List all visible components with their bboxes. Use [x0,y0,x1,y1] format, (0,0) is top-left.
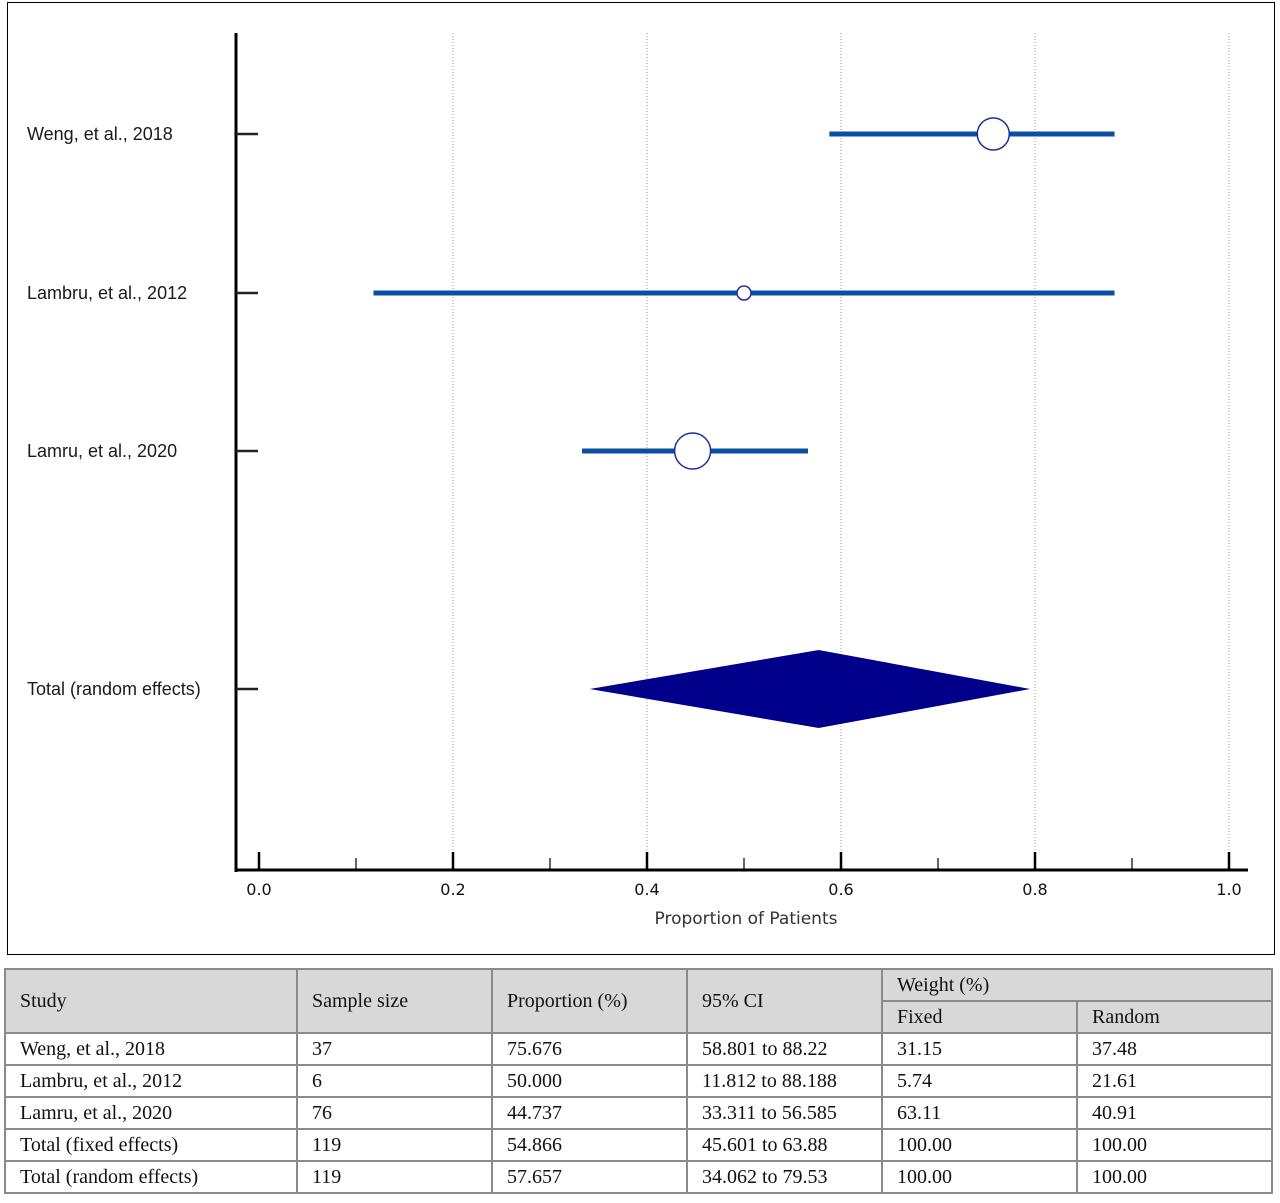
summary-row: Total (random effects) [27,650,1031,728]
cell-sample-size: 37 [296,1032,493,1066]
cell-sample-size: 119 [296,1160,493,1194]
header-weight: Weight (%) [881,968,1273,1002]
x-tick-label: 0.4 [634,880,659,899]
cell-weight-fixed: 63.11 [881,1096,1078,1130]
study-label: Lambru, et al., 2012 [27,283,187,303]
x-tick-label: 1.0 [1216,880,1241,899]
cell-study: Weng, et al., 2018 [4,1032,298,1066]
cell-weight-random: 21.61 [1076,1064,1273,1098]
table-row: Total (fixed effects) 119 54.866 45.601 … [4,1128,1273,1162]
cell-proportion: 54.866 [491,1128,688,1162]
cell-weight-random: 37.48 [1076,1032,1273,1066]
cell-weight-fixed: 100.00 [881,1128,1078,1162]
summary-label: Total (random effects) [27,679,201,699]
forest-plot: 0.0 0.2 0.4 0.6 0.8 1.0 Weng, et al., 2018 Lam… [27,33,1248,929]
x-axis-title: Proportion of Patients [655,909,838,929]
x-tick-label: 0.0 [246,880,271,899]
cell-weight-fixed: 5.74 [881,1064,1078,1098]
point-estimate-marker [736,285,752,301]
cell-study: Lamru, et al., 2020 [4,1096,298,1130]
cell-sample-size: 76 [296,1096,493,1130]
study-label: Lamru, et al., 2020 [27,441,177,461]
summary-diamond [589,650,1031,728]
header-ci: 95% CI [686,968,883,1034]
study-label: Weng, et al., 2018 [27,124,173,144]
point-estimate-marker [976,117,1011,151]
cell-weight-fixed: 100.00 [881,1160,1078,1194]
cell-sample-size: 6 [296,1064,493,1098]
header-weight-fixed: Fixed [881,1000,1078,1034]
cell-ci: 33.311 to 56.585 [686,1096,883,1130]
table-header-row: Study Sample size Proportion (%) 95% CI … [4,968,1273,1034]
summary-table: Study Sample size Proportion (%) 95% CI … [4,968,1273,1194]
table-row: Lambru, et al., 2012 6 50.000 11.812 to … [4,1064,1273,1098]
table-row: Weng, et al., 2018 37 75.676 58.801 to 8… [4,1032,1273,1066]
cell-weight-fixed: 31.15 [881,1032,1078,1066]
cell-sample-size: 119 [296,1128,493,1162]
cell-ci: 58.801 to 88.22 [686,1032,883,1066]
cell-ci: 34.062 to 79.53 [686,1160,883,1194]
table-row: Total (random effects) 119 57.657 34.062… [4,1160,1273,1194]
cell-study: Total (fixed effects) [4,1128,298,1162]
x-tick-label: 0.6 [828,880,853,899]
cell-proportion: 44.737 [491,1096,688,1130]
cell-study: Total (random effects) [4,1160,298,1194]
gridlines [452,33,1230,868]
point-estimate-marker [673,432,712,470]
table-subheader-row: Fixed Random [5,1000,1273,1034]
cell-ci: 11.812 to 88.188 [686,1064,883,1098]
cell-proportion: 50.000 [491,1064,688,1098]
table-row: Lamru, et al., 2020 76 44.737 33.311 to … [4,1096,1273,1130]
header-proportion: Proportion (%) [491,968,688,1034]
cell-proportion: 75.676 [491,1032,688,1066]
header-weight-random: Random [1076,1000,1273,1034]
cell-weight-random: 40.91 [1076,1096,1273,1130]
cell-weight-random: 100.00 [1076,1160,1273,1194]
cell-ci: 45.601 to 63.88 [686,1128,883,1162]
x-axis-ticks: 0.0 0.2 0.4 0.6 0.8 1.0 [246,852,1242,899]
header-sample-size: Sample size [296,968,493,1034]
cell-study: Lambru, et al., 2012 [4,1064,298,1098]
x-tick-label: 0.2 [440,880,465,899]
study-row: Weng, et al., 2018 [27,117,1115,151]
axes [234,33,1248,872]
header-study: Study [4,968,298,1034]
x-tick-label: 0.8 [1022,880,1047,899]
cell-proportion: 57.657 [491,1160,688,1194]
study-row: Lamru, et al., 2020 [27,432,809,470]
forest-plot-frame [7,2,1275,955]
study-row: Lambru, et al., 2012 [27,283,1115,303]
study-rows: Weng, et al., 2018 Lambru, et al., 2012 La… [27,117,1115,728]
cell-weight-random: 100.00 [1076,1128,1273,1162]
